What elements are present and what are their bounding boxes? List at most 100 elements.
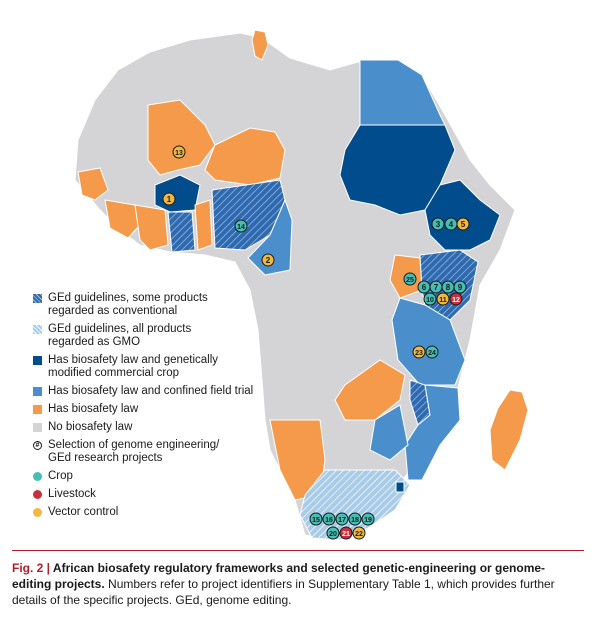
legend-label: Has biosafety law and genetically modifi… xyxy=(48,354,219,379)
marker-circle xyxy=(352,526,366,540)
country-senegal xyxy=(77,167,109,201)
marker-circle xyxy=(361,512,375,526)
country-zambia xyxy=(334,359,406,421)
legend-item: Has biosafety law and genetically modifi… xyxy=(33,354,263,380)
project-marker-4: 4 xyxy=(444,217,458,231)
legend-item: No biosafety law xyxy=(33,421,263,434)
legend-label: Has biosafety law xyxy=(48,403,139,415)
legend-dot xyxy=(33,508,42,517)
project-marker-14: 14 xyxy=(234,219,248,233)
marker-circle xyxy=(339,526,353,540)
marker-label: 20 xyxy=(329,531,337,538)
legend-swatch xyxy=(33,356,42,365)
country-cameroon xyxy=(247,198,293,276)
marker-label: 17 xyxy=(338,517,346,524)
marker-circle xyxy=(335,512,349,526)
marker-label: 14 xyxy=(237,224,245,231)
marker-circle xyxy=(431,217,445,231)
marker-circle xyxy=(449,292,463,306)
legend-dot xyxy=(33,490,42,499)
country-tanzania xyxy=(391,297,466,386)
marker-circle xyxy=(234,219,248,233)
marker-circle xyxy=(456,217,470,231)
marker-circle xyxy=(322,512,336,526)
marker-label: 18 xyxy=(351,517,359,524)
country-ivory-coast xyxy=(134,204,169,251)
marker-label: 24 xyxy=(428,350,436,357)
marker-label: 3 xyxy=(436,220,441,229)
project-marker-5: 5 xyxy=(456,217,470,231)
project-marker-6: 6 xyxy=(417,280,431,294)
marker-circle xyxy=(436,292,450,306)
project-marker-1: 1 xyxy=(162,192,176,206)
legend-item: Crop xyxy=(33,470,263,483)
country-mozambique xyxy=(404,384,461,481)
marker-circle xyxy=(423,292,437,306)
marker-circle xyxy=(162,192,176,206)
marker-label: 25 xyxy=(406,277,414,284)
country-eswatini xyxy=(395,481,405,493)
marker-label: 1 xyxy=(167,195,172,204)
legend-label: Selection of genome engineering/ GEd res… xyxy=(48,439,220,464)
country-niger xyxy=(204,127,286,186)
legend-item: Vector control xyxy=(33,506,263,519)
marker-circle xyxy=(261,253,275,267)
legend-swatch xyxy=(33,405,42,414)
marker-circle xyxy=(348,512,362,526)
project-marker-12: 12 xyxy=(449,292,463,306)
marker-label: 2 xyxy=(266,256,271,265)
legend-marker-symbol: # xyxy=(33,441,42,450)
marker-label: 12 xyxy=(452,297,460,304)
legend-swatch xyxy=(33,387,42,396)
caption-body: Numbers refer to project identifiers in … xyxy=(12,577,555,607)
caption-rule xyxy=(12,550,584,551)
country-tunisia xyxy=(251,29,269,61)
legend-label: Livestock xyxy=(48,488,96,500)
project-marker-13: 13 xyxy=(172,145,186,159)
country-guinea xyxy=(104,199,141,239)
project-marker-16: 16 xyxy=(322,512,336,526)
marker-label: 11 xyxy=(439,297,447,304)
caption-fig-label: Fig. 2 | xyxy=(12,561,53,575)
country-zimbabwe xyxy=(369,404,409,461)
legend-item: Has biosafety law xyxy=(33,403,263,416)
legend-item: Has biosafety law and confined field tri… xyxy=(33,385,263,398)
project-marker-11: 11 xyxy=(436,292,450,306)
legend-swatch xyxy=(33,423,42,432)
project-marker-22: 22 xyxy=(352,526,366,540)
country-ghana xyxy=(167,211,196,253)
map-legend: GEd guidelines, some products regarded a… xyxy=(33,292,263,524)
marker-label: 4 xyxy=(449,220,454,229)
legend-item: # Selection of genome engineering/ GEd re… xyxy=(33,439,263,465)
marker-label: 5 xyxy=(461,220,466,229)
marker-label: 23 xyxy=(415,350,423,357)
legend-label: GEd guidelines, some products regarded a… xyxy=(48,292,208,317)
legend-label: Vector control xyxy=(48,506,119,518)
project-marker-19: 19 xyxy=(361,512,375,526)
marker-label: 10 xyxy=(426,297,434,304)
project-marker-3: 3 xyxy=(431,217,445,231)
project-marker-17: 17 xyxy=(335,512,349,526)
caption-title: African biosafety regulatory frameworks … xyxy=(12,561,546,591)
legend-label: Has biosafety law and confined field tri… xyxy=(48,385,254,397)
project-marker-20: 20 xyxy=(326,526,340,540)
legend-swatch xyxy=(33,325,42,334)
marker-circle xyxy=(453,280,467,294)
legend-item: GEd guidelines, all products regarded as… xyxy=(33,323,263,349)
country-mali xyxy=(147,99,216,176)
legend-label: Crop xyxy=(48,470,73,482)
marker-label: 6 xyxy=(422,283,427,292)
project-marker-23: 23 xyxy=(412,345,426,359)
legend-dot xyxy=(33,472,42,481)
project-marker-7: 7 xyxy=(429,280,443,294)
figure-caption: Fig. 2 | African biosafety regulatory fr… xyxy=(12,560,584,608)
marker-circle xyxy=(309,512,323,526)
marker-label: 7 xyxy=(434,283,439,292)
country-benin xyxy=(194,199,213,251)
project-marker-25: 25 xyxy=(403,272,417,286)
marker-circle xyxy=(326,526,340,540)
legend-swatch xyxy=(33,294,42,303)
marker-circle xyxy=(403,272,417,286)
legend-item: Livestock xyxy=(33,488,263,501)
